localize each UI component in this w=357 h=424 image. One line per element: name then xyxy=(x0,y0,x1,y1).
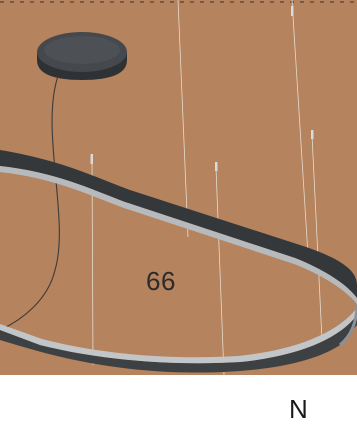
ceiling-canopy xyxy=(37,32,127,80)
power-wire xyxy=(0,75,60,331)
footer-letter: N xyxy=(289,394,308,424)
overlay-number: 66 xyxy=(146,266,176,296)
product-photo: 66 xyxy=(0,0,357,375)
cable-grips xyxy=(90,6,314,171)
lamp-illustration xyxy=(0,0,357,375)
